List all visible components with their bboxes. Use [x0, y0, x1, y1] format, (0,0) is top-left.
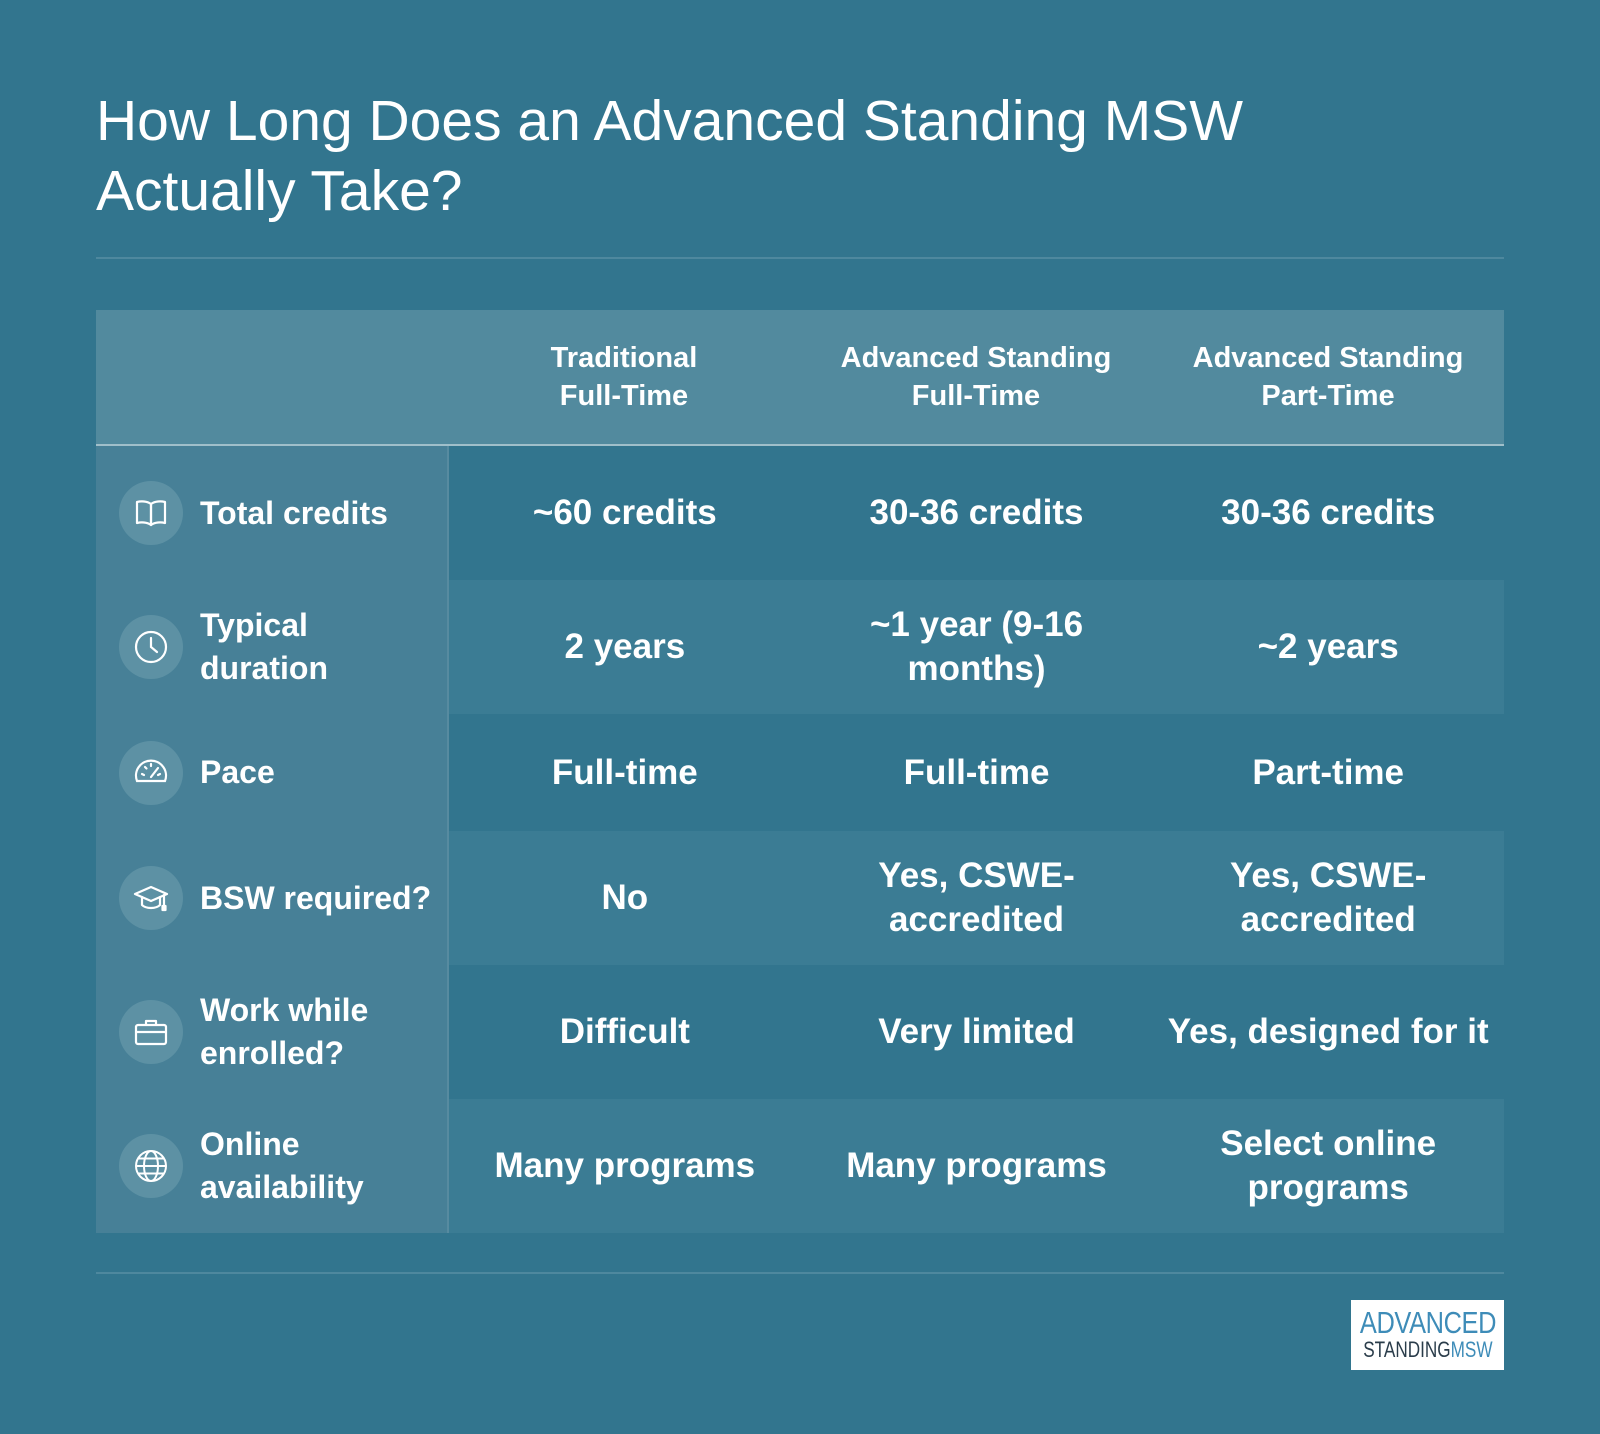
brand-logo: ADVANCED STANDINGMSW: [1351, 1300, 1504, 1370]
row-label: BSW required?: [96, 831, 449, 965]
table-row-pace: Pace Full-time Full-time Part-time: [96, 714, 1505, 831]
table-cell: ~60 credits: [449, 446, 801, 580]
table-cell: Difficult: [449, 965, 801, 1099]
table-cell: Yes, CSWE-accredited: [800, 831, 1153, 965]
table-cell: Many programs: [800, 1099, 1153, 1233]
table-cell: Select online programs: [1152, 1099, 1505, 1233]
table-cell: 30-36 credits: [1152, 446, 1505, 580]
top-divider: [96, 257, 1504, 259]
table-cell: Very limited: [800, 965, 1153, 1099]
bottom-divider: [96, 1272, 1504, 1274]
table-row-online-availability: Online availability Many programs Many p…: [96, 1099, 1505, 1233]
column-header-traditional-full-time: Traditional Full-Time: [550, 342, 698, 412]
row-label: Pace: [96, 714, 449, 831]
table-cell: ~2 years: [1152, 580, 1505, 714]
table-cell: No: [449, 831, 801, 965]
table-cell: Yes, CSWE-accredited: [1152, 831, 1505, 965]
table-cell: Full-time: [800, 714, 1153, 831]
row-label-text: Work while enrolled?: [200, 992, 369, 1071]
row-label-text: Typical duration: [200, 607, 328, 686]
table-header: Traditional Full-Time Advanced Standing …: [96, 310, 1504, 446]
graduation-cap-icon: [119, 866, 183, 930]
table-cell: Full-time: [449, 714, 801, 831]
column-header-advanced-standing-full-time: Advanced Standing Full-Time: [840, 342, 1112, 412]
table-row-bsw-required: BSW required? No Yes, CSWE-accredited Ye…: [96, 831, 1505, 965]
book-icon: [119, 481, 183, 545]
header-corner: [96, 310, 448, 444]
briefcase-icon: [119, 1000, 183, 1064]
table-cell: Many programs: [449, 1099, 801, 1233]
globe-icon: [119, 1134, 183, 1198]
row-label-text: BSW required?: [200, 879, 432, 916]
row-label: Total credits: [96, 446, 449, 580]
page-title: How Long Does an Advanced Standing MSW A…: [96, 89, 1244, 223]
comparison-table: Traditional Full-Time Advanced Standing …: [96, 310, 1505, 1233]
row-label-text: Total credits: [200, 494, 388, 531]
table-cell: Yes, designed for it: [1152, 965, 1505, 1099]
logo-line-1: ADVANCED: [1359, 1305, 1496, 1340]
row-label-text: Pace: [200, 754, 275, 790]
logo-standing-text: STANDING: [1362, 1337, 1451, 1362]
row-label: Online availability: [96, 1099, 449, 1233]
speedometer-icon: [119, 740, 183, 805]
table-cell: ~1 year (9-16 months): [800, 580, 1153, 714]
logo-msw-text: MSW: [1450, 1337, 1493, 1362]
row-label-text: Online availability: [200, 1126, 364, 1205]
table-cell: Part-time: [1152, 714, 1505, 831]
logo-line-2: STANDINGMSW: [1363, 1338, 1492, 1362]
table-row-work-while-enrolled: Work while enrolled? Difficult Very limi…: [96, 965, 1505, 1099]
row-label: Work while enrolled?: [96, 965, 449, 1099]
clock-icon: [119, 615, 183, 679]
table-row-typical-duration: Typical duration 2 years ~1 year (9-16 m…: [96, 580, 1505, 714]
table-cell: 2 years: [449, 580, 801, 714]
column-header-advanced-standing-part-time: Advanced Standing Part-Time: [1192, 342, 1464, 412]
table-cell: 30-36 credits: [800, 446, 1153, 580]
row-label: Typical duration: [96, 580, 449, 714]
table-row-total-credits: Total credits ~60 credits 30-36 credits …: [96, 446, 1505, 580]
